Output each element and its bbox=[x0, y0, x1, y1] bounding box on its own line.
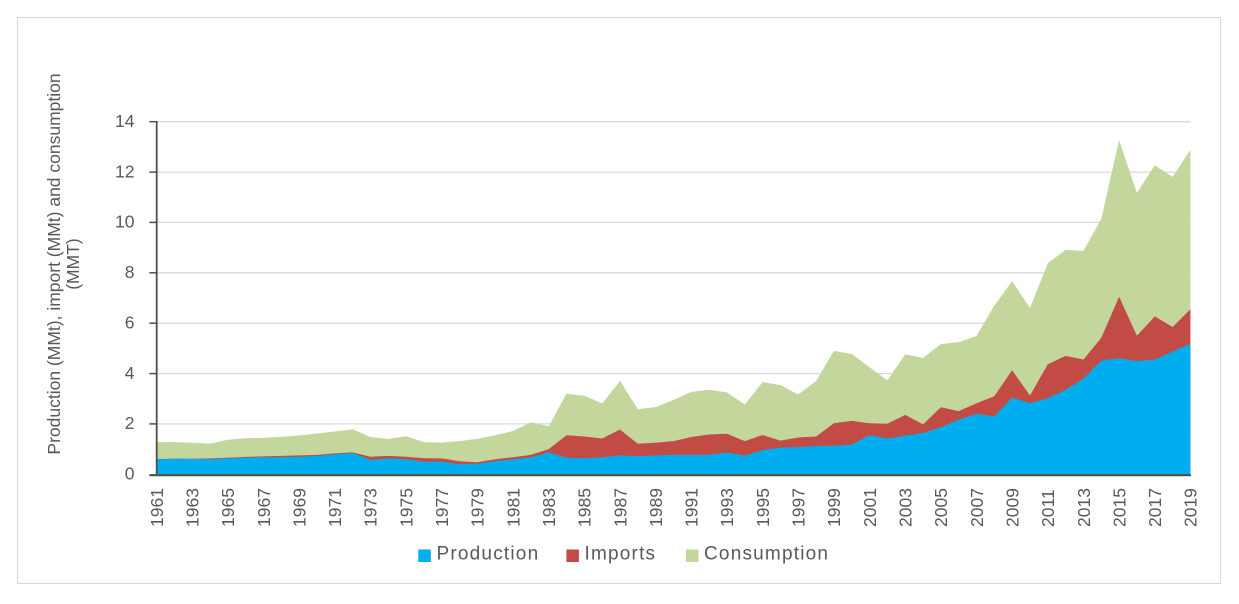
svg-text:1969: 1969 bbox=[289, 488, 309, 527]
svg-text:2003: 2003 bbox=[896, 488, 916, 527]
svg-text:1967: 1967 bbox=[254, 488, 274, 527]
svg-text:10: 10 bbox=[115, 212, 135, 232]
svg-text:2001: 2001 bbox=[860, 488, 880, 527]
svg-text:1993: 1993 bbox=[717, 488, 737, 527]
svg-text:1987: 1987 bbox=[610, 488, 630, 527]
svg-text:2: 2 bbox=[125, 413, 135, 433]
svg-text:1963: 1963 bbox=[183, 488, 203, 527]
svg-text:8: 8 bbox=[125, 262, 135, 282]
svg-text:1961: 1961 bbox=[147, 488, 167, 527]
svg-text:Imports: Imports bbox=[585, 544, 657, 565]
svg-text:1971: 1971 bbox=[325, 488, 345, 527]
svg-text:2013: 2013 bbox=[1074, 488, 1094, 527]
svg-text:12: 12 bbox=[115, 161, 134, 181]
svg-text:1995: 1995 bbox=[753, 488, 773, 527]
svg-text:Production: Production bbox=[437, 544, 540, 565]
svg-text:1981: 1981 bbox=[503, 488, 523, 527]
svg-text:6: 6 bbox=[125, 312, 135, 332]
svg-text:1985: 1985 bbox=[575, 488, 595, 527]
svg-text:2007: 2007 bbox=[967, 488, 987, 527]
svg-text:1983: 1983 bbox=[539, 488, 559, 527]
svg-text:1989: 1989 bbox=[646, 488, 666, 527]
svg-text:2015: 2015 bbox=[1109, 488, 1129, 527]
svg-text:2009: 2009 bbox=[1002, 488, 1022, 527]
svg-text:1991: 1991 bbox=[682, 488, 702, 527]
svg-text:2017: 2017 bbox=[1145, 488, 1165, 527]
svg-text:4: 4 bbox=[125, 363, 135, 383]
svg-text:Consumption: Consumption bbox=[704, 544, 829, 565]
svg-text:(MMT): (MMT) bbox=[63, 238, 83, 290]
svg-text:0: 0 bbox=[125, 464, 135, 484]
svg-text:2019: 2019 bbox=[1181, 488, 1201, 527]
svg-text:1973: 1973 bbox=[361, 488, 381, 527]
svg-text:1979: 1979 bbox=[468, 488, 488, 527]
svg-text:2005: 2005 bbox=[931, 488, 951, 527]
svg-text:1997: 1997 bbox=[789, 488, 809, 527]
svg-text:1975: 1975 bbox=[396, 488, 416, 527]
svg-text:Production (MMt), import (MMt): Production (MMt), import (MMt) and consu… bbox=[44, 73, 64, 454]
svg-text:1965: 1965 bbox=[218, 488, 238, 527]
svg-text:1999: 1999 bbox=[824, 488, 844, 527]
svg-text:2011: 2011 bbox=[1038, 489, 1058, 527]
svg-text:14: 14 bbox=[115, 111, 135, 131]
svg-text:1977: 1977 bbox=[432, 488, 452, 527]
